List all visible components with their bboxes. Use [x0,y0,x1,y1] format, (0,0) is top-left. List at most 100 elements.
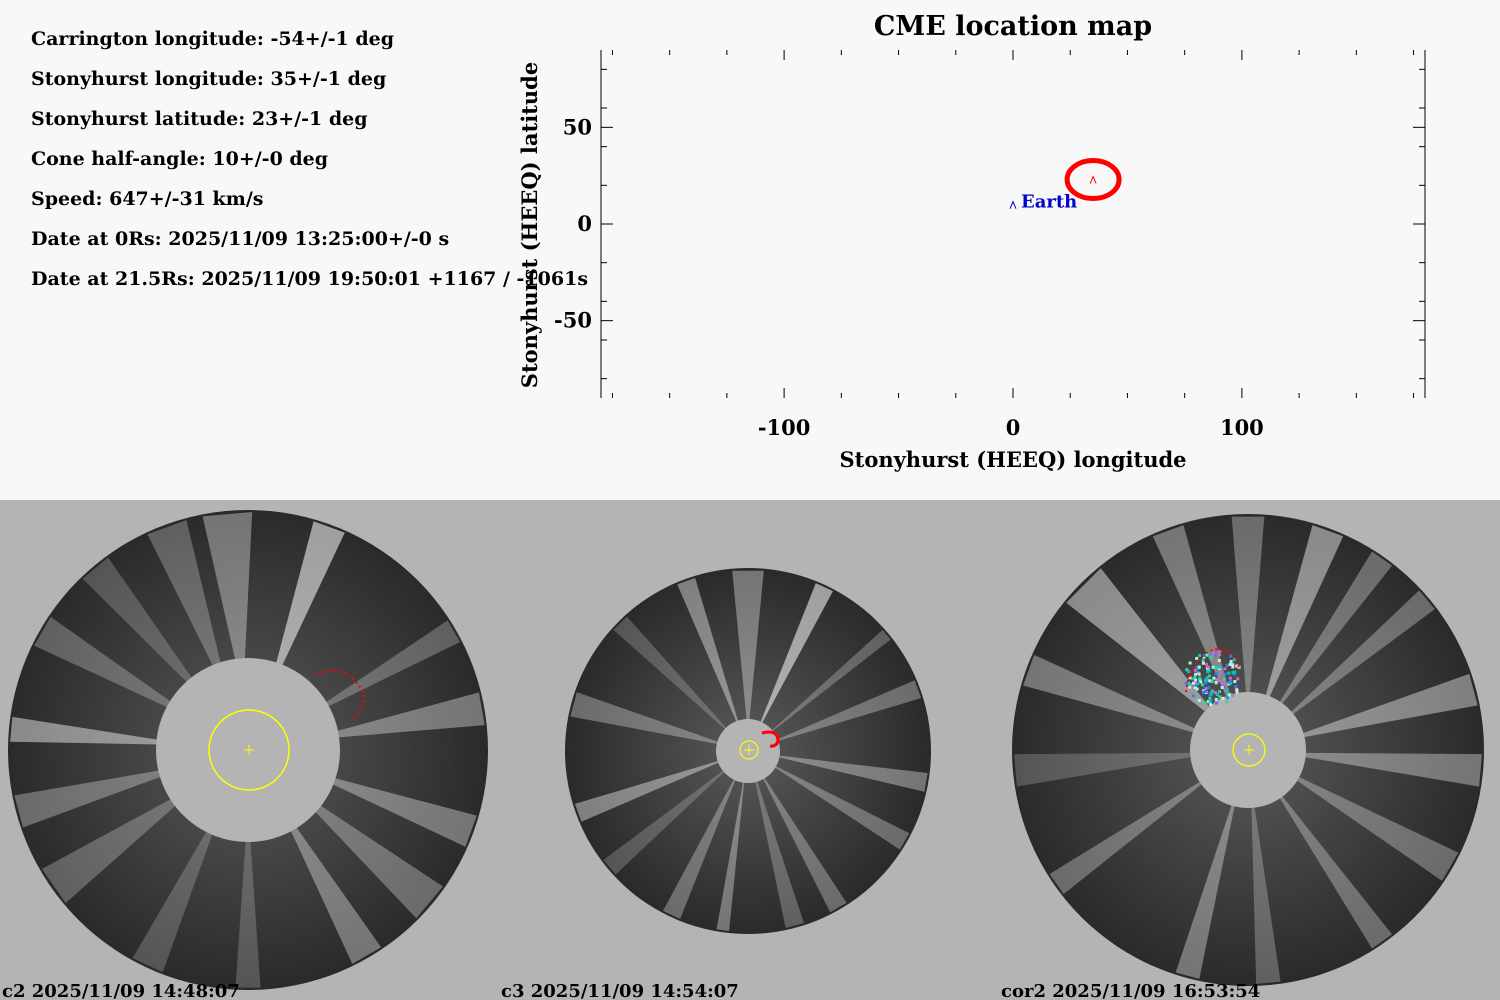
c2-sun-center-icon [244,745,254,755]
streamer-ray [1278,795,1393,949]
streamer-ray [1066,568,1211,713]
cme-speckle [1201,659,1205,663]
cme-speckle [1212,676,1216,680]
streamer-ray [1295,776,1459,881]
cme-speckle [1209,692,1213,696]
cme-speckle [1204,678,1208,682]
streamer-ray [570,692,720,745]
cme-speckle [1193,675,1197,679]
cme-marker [1089,175,1097,184]
cme-speckle [1205,662,1208,666]
cme-speckle [1235,690,1239,694]
cme-speckle [1215,693,1219,697]
cme-speckle [1213,653,1217,657]
cme-speckle [1185,668,1189,672]
cme-speckle [1225,664,1229,668]
cme-speckle [1204,687,1208,691]
cme-speckle [1233,670,1237,674]
param-cone-half-angle: Cone half-angle: 10+/-0 deg [31,148,329,170]
cme-speckle [1188,661,1192,665]
map-tick-labels: -100 0 100 50 0 -50 [554,114,1264,440]
cor2-sun-limb [1232,733,1266,767]
cme-speckle [1191,677,1195,681]
cme-speckle [1231,663,1235,667]
cme-speckle [1208,679,1212,683]
cme-speckle [1193,668,1197,672]
cme-speckle [1208,700,1212,704]
cme-speckle [1199,680,1203,684]
cme-speckle [1197,672,1201,676]
cme-speckle [1225,700,1229,704]
cme-speckle [1198,653,1202,657]
map-axes [600,50,1426,398]
cme-speckle [1231,694,1235,698]
cme-speckle [1207,654,1211,658]
streamer-ray [82,557,193,684]
cor2-sun-center-icon [1244,745,1254,755]
x-tick-label: -100 [758,415,811,440]
cme-speckle [1194,681,1198,685]
param-date-0rs: Date at 0Rs: 2025/11/09 13:25:00+/-0 s [31,228,450,250]
cme-speckle [1222,685,1226,689]
cme-speckle [1227,693,1231,697]
y-axis-label: Stonyhurst (HEEQ) latitude [517,62,542,388]
c3-cme-outline [761,730,780,748]
cme-speckle [1219,670,1223,674]
streamer-ray [1023,654,1197,733]
cme-speckle [1236,677,1240,681]
cme-speckle [1213,691,1217,695]
cme-speckle [1207,669,1211,673]
c2-streamers [10,512,485,988]
streamer-ray [14,770,162,828]
y-tick-label: 50 [563,114,592,139]
c2-sun-limb [208,709,290,791]
cme-speckle [1195,687,1199,691]
cme-speckle [1217,653,1221,657]
streamer-ray [1303,752,1482,787]
streamer-ray [275,521,345,667]
streamer-ray [235,839,261,988]
streamer-ray [331,777,477,847]
c3-sun-center-icon [744,745,754,755]
c3-label: c3 2025/11/09 14:54:07 [501,981,739,1000]
streamer-ray [775,680,922,742]
c3-image [565,568,931,934]
streamer-ray [574,760,721,822]
cme-speckle [1202,701,1206,705]
x-tick-label: 0 [1006,415,1021,440]
cme-speckle [1198,677,1201,681]
cme-speckle [1233,680,1237,683]
streamer-ray [770,629,891,733]
cme-speckle [1228,663,1232,666]
streamer-ray [1049,780,1203,895]
cme-speckle [1204,681,1208,685]
c3-streamers [570,570,928,932]
cme-speckle [1202,653,1206,657]
cme-speckle [1196,682,1199,686]
cme-speckle [1206,700,1210,704]
cme-speckle [1211,665,1215,669]
cme-speckle [1206,670,1210,674]
cme-speckle [1217,665,1221,669]
cme-speckle [1189,683,1192,687]
cme-speckle [1237,665,1241,669]
streamer-ray [777,755,928,792]
streamer-ray [1289,590,1435,716]
cme-speckle [1229,654,1233,658]
cme-speckle [1203,690,1207,693]
cme-speckle [1225,688,1229,692]
streamer-ray [34,616,172,708]
cme-speckle [1208,695,1212,699]
cme-speckle [1209,703,1213,707]
streamer-ray [1231,516,1265,695]
cme-speckle [1201,661,1205,665]
streamer-ray [41,798,177,903]
cme-speckle [1229,660,1233,663]
streamer-ray [613,616,728,731]
cme-circle [1064,158,1122,202]
map-ticks [601,50,1425,398]
cor2-label: cor2 2025/11/09 16:53:54 [1001,981,1261,1000]
param-stonyhurst-longitude: Stonyhurst longitude: 35+/-1 deg [31,68,387,90]
param-speed: Speed: 647+/-31 km/s [31,188,264,210]
y-tick-label: -50 [554,308,592,333]
